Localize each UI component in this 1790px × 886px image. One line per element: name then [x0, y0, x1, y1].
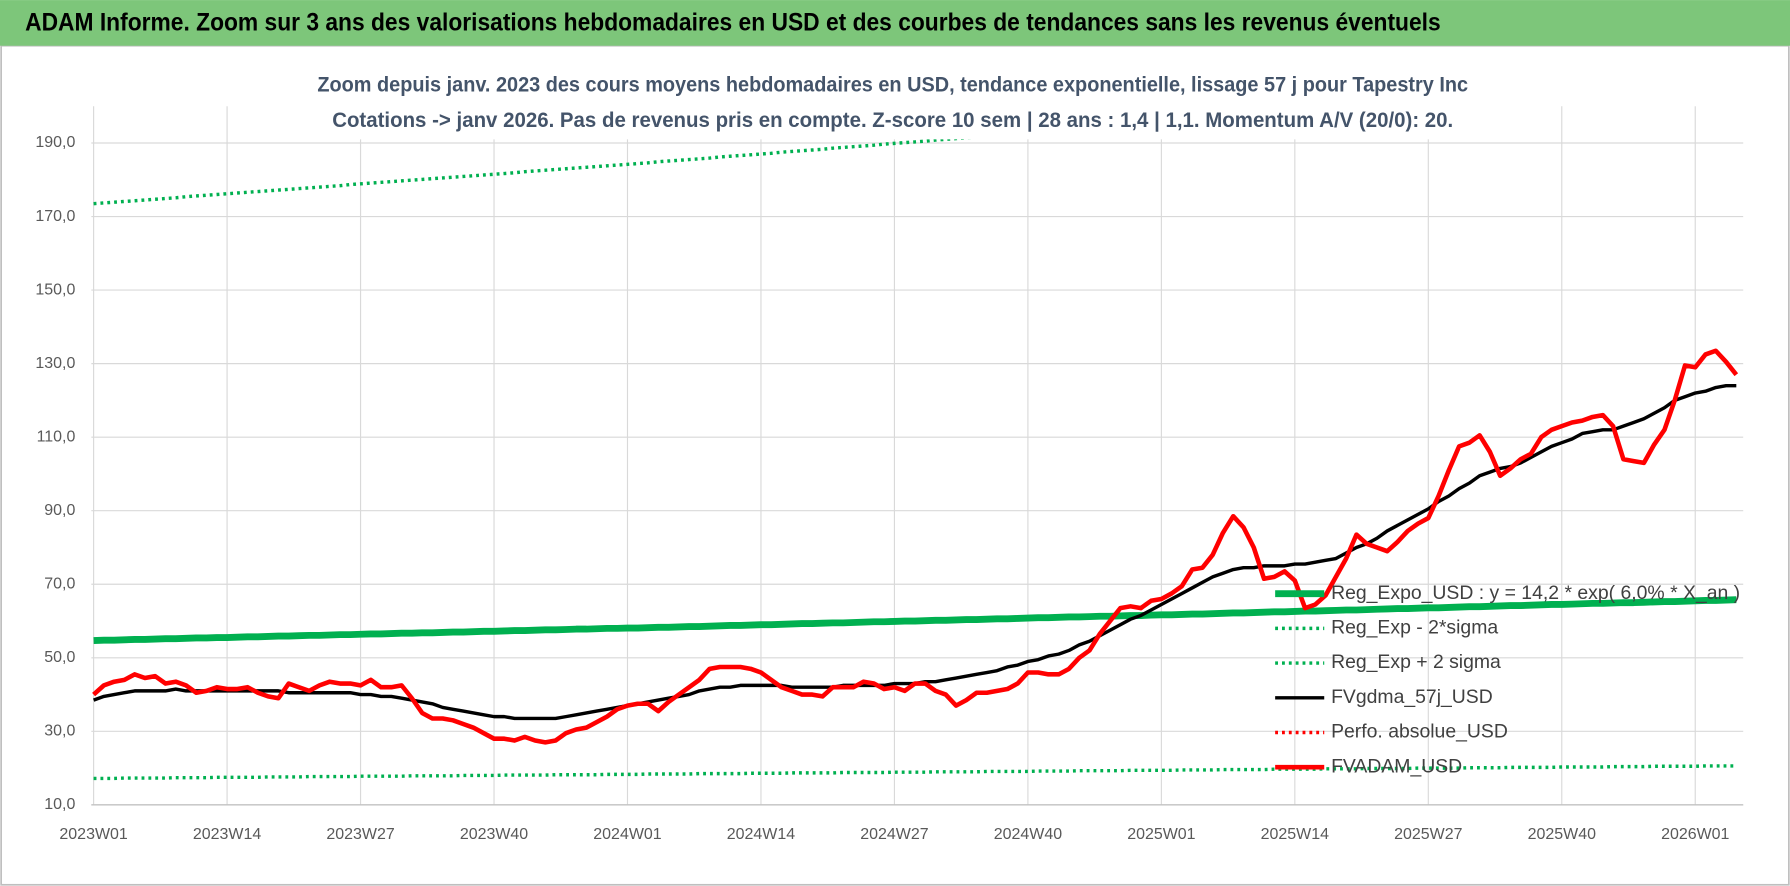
legend: Reg_Expo_USD : y = 14,2 * exp( 6,0% * X_…: [1275, 582, 1740, 777]
x-tick-label: 2023W01: [59, 826, 127, 843]
series-line: [92, 348, 1739, 745]
legend-label: Perfo. absolue_USD: [1331, 721, 1508, 743]
header-banner: [0, 0, 1790, 46]
grid: 10,0 30,0 50,0 70,0 90,0 110,0 130,0 150,0 170,0…: [35, 106, 1744, 843]
legend-label: Reg_Exp - 2*sigma: [1331, 617, 1498, 639]
y-tick-label: 90,0: [44, 502, 75, 519]
legend-label: Reg_Expo_USD : y = 14,2 * exp( 6,0% * X_…: [1331, 582, 1740, 604]
x-tick-label: 2023W27: [326, 826, 394, 843]
y-tick-label: 130,0: [35, 355, 75, 372]
legend-label: FVgdma_57j_USD: [1331, 686, 1493, 708]
y-tick-label: 170,0: [35, 208, 75, 225]
legend-label: Reg_Exp + 2 sigma: [1331, 651, 1501, 673]
legend-label: FVADAM_USD: [1331, 755, 1462, 777]
y-tick-label: 190,0: [35, 134, 75, 151]
header-title: ADAM Informe. Zoom sur 3 ans des valoris…: [25, 9, 1441, 37]
x-tick-label: 2024W27: [860, 826, 928, 843]
y-tick-label: 30,0: [44, 723, 75, 740]
y-tick-label: 70,0: [44, 575, 75, 592]
y-tick-label: 10,0: [44, 796, 75, 813]
plot-area: [92, 106, 1739, 781]
y-tick-label: 50,0: [44, 649, 75, 666]
series-line: [93, 596, 1737, 644]
x-tick-label: 2025W27: [1394, 826, 1462, 843]
y-tick-label: 110,0: [37, 428, 76, 445]
x-tick-label: 2023W14: [193, 826, 261, 843]
chart-title: Zoom depuis janv. 2023 des cours moyens …: [317, 71, 1468, 96]
x-tick-label: 2024W40: [994, 826, 1062, 843]
x-tick-label: 2025W40: [1528, 826, 1596, 843]
x-tick-label: 2024W01: [593, 826, 661, 843]
chart-subtitle: Cotations -> janv 2026. Pas de revenus p…: [332, 107, 1453, 132]
x-tick-label: 2026W01: [1661, 826, 1729, 843]
title-box: [310, 68, 1478, 140]
x-tick-label: 2023W40: [460, 826, 528, 843]
x-tick-label: 2025W14: [1261, 826, 1329, 843]
y-tick-label: 150,0: [35, 281, 75, 298]
x-tick-label: 2024W14: [727, 826, 795, 843]
x-tick-label: 2025W01: [1127, 826, 1195, 843]
series-line: [93, 106, 1376, 206]
